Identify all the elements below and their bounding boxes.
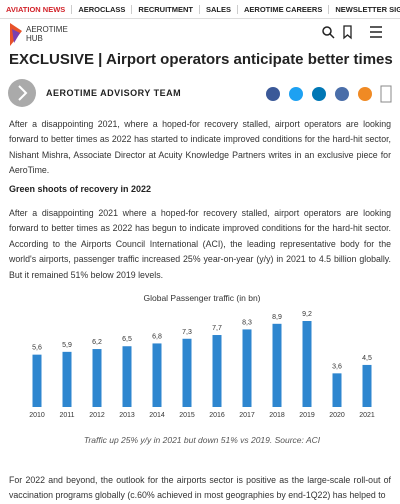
nav-link[interactable]: AEROCLASS [72,4,133,14]
logo-mark [12,29,20,43]
share-linkedin[interactable] [312,87,326,101]
bar [332,373,342,407]
bar [152,343,162,407]
paragraph: For 2022 and beyond, the outlook for the… [9,475,391,501]
x-tick-label: 2013 [119,412,135,419]
bar [122,346,132,407]
bar [212,335,222,407]
bar [272,323,282,407]
share-reddit[interactable] [335,87,349,101]
x-tick-label: 2015 [179,412,195,419]
value-label: 9,2 [302,311,312,318]
nav-link[interactable]: AVIATION NEWS [0,4,73,14]
value-label: 3,6 [332,363,342,370]
paragraph: After a disappointing 2021, where a hope… [9,119,391,176]
x-tick-label: 2014 [149,412,165,419]
top-nav: AVIATION NEWS AEROCLASS RECRUITMENT SALE… [0,0,400,19]
nav-link[interactable]: AEROTIME CAREERS [238,4,330,14]
x-tick-label: 2019 [299,412,315,419]
share-twitter[interactable] [289,87,303,101]
nav-link[interactable]: NEWSLETTER SIGNUP [335,4,400,14]
share-email[interactable] [358,87,372,101]
search-icon[interactable] [322,26,332,36]
chart-title: Global Passenger traffic (in bn) [143,293,260,303]
value-label: 6,5 [122,336,132,343]
x-tick-label: 2018 [269,412,285,419]
value-label: 5,6 [32,345,42,352]
save-icon[interactable] [380,85,392,103]
value-label: 6,8 [152,333,162,340]
value-label: 7,7 [212,325,222,332]
avatar-arrow [18,85,28,101]
value-label: 4,5 [362,355,372,362]
author-avatar [8,79,36,107]
logo-text[interactable]: AEROTIME [26,25,68,34]
menu-icon[interactable] [370,26,382,38]
subheading: Green shoots of recovery in 2022 [9,184,152,194]
bar [302,321,312,407]
bar [242,329,252,407]
x-tick-label: 2011 [59,412,74,419]
value-label: 6,2 [92,339,102,346]
value-label: 8,3 [242,319,252,326]
byline: AEROTIME ADVISORY TEAM [8,79,392,107]
value-label: 8,9 [272,314,282,321]
author-name[interactable]: AEROTIME ADVISORY TEAM [46,88,181,98]
bar [32,354,42,407]
x-tick-label: 2020 [329,412,345,419]
x-tick-label: 2010 [29,412,45,419]
value-label: 7,3 [182,329,192,336]
share-facebook[interactable] [266,87,280,101]
logo-text: HUB [26,34,43,43]
x-tick-label: 2017 [239,412,255,419]
bookmark-icon[interactable] [343,25,352,40]
header: AEROTIME HUB [10,23,382,46]
bar [92,349,102,407]
paragraph: After a disappointing 2021 where a hoped… [9,208,391,280]
x-tick-label: 2012 [89,412,105,419]
nav-link[interactable]: RECRUITMENT [132,4,200,14]
x-tick-label: 2016 [209,412,225,419]
article-title: EXCLUSIVE | Airport operators anticipate… [9,51,393,68]
chart-caption: Traffic up 25% y/y in 2021 but down 51% … [84,435,321,445]
bar [362,364,372,407]
search-icon [329,33,335,39]
x-tick-label: 2021 [359,412,375,419]
bar [62,351,72,407]
nav-link[interactable]: SALES [200,4,239,14]
chart: Global Passenger traffic (in bn) Traffic… [29,293,375,445]
value-label: 5,9 [62,342,72,349]
bar [182,338,192,407]
